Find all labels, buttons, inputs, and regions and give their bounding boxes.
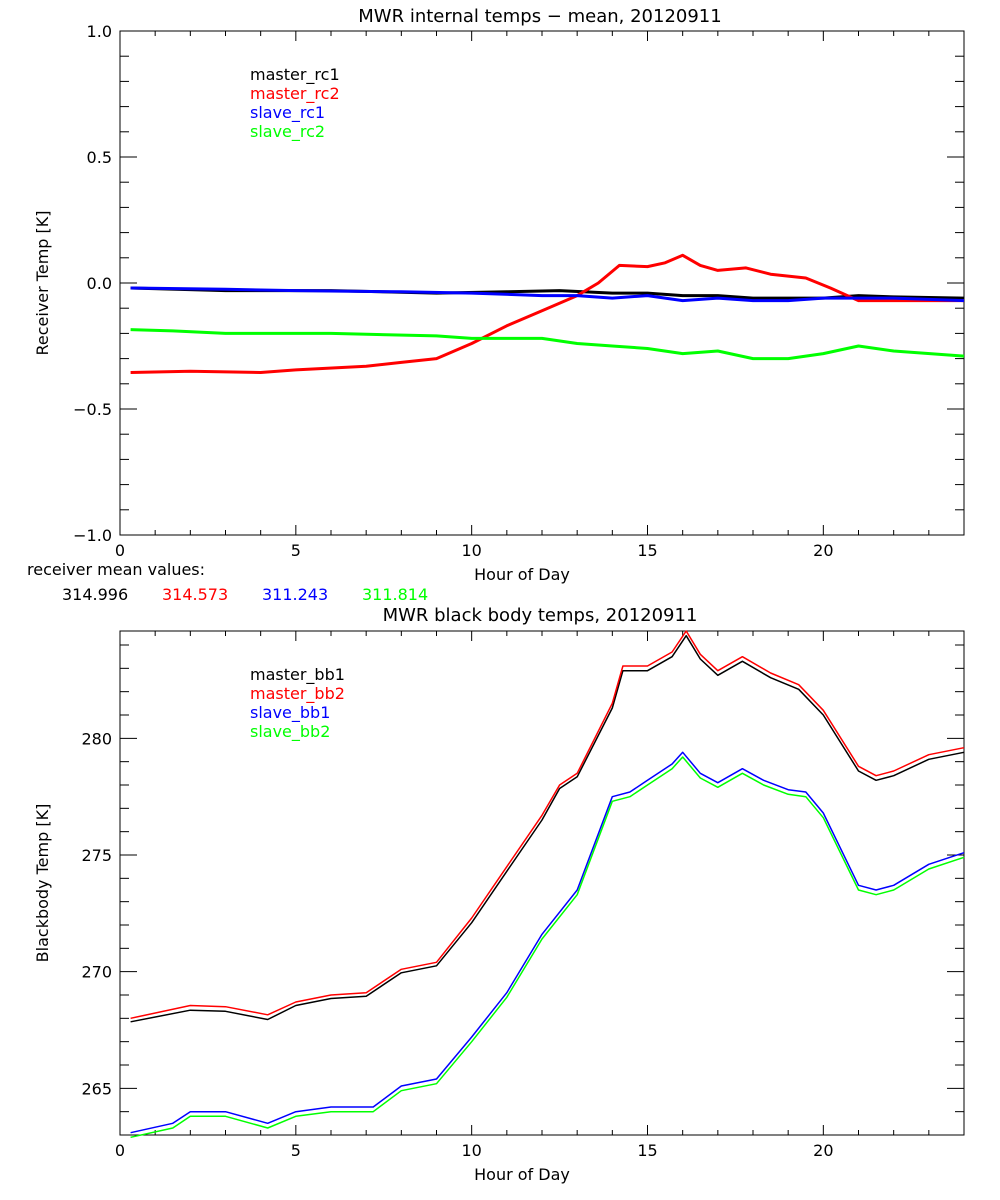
plot2-series-line-master_bb2 (130, 630, 965, 1020)
plot2-series-line-slave_bb1 (130, 751, 965, 1134)
plot2-y-tick-label: 270 (81, 963, 112, 982)
plot2-series-line-master_bb1 (130, 634, 965, 1023)
receiver-mean-value: 311.814 (362, 585, 428, 604)
plot1-y-tick-label: −0.5 (73, 400, 112, 419)
plot1-axes-frame (119, 30, 965, 536)
plot1-y-tick-label: −1.0 (73, 526, 112, 545)
plot2-y-axis-label: Blackbody Temp [K] (33, 804, 52, 963)
plot2-legend-entry-slave_bb1: slave_bb1 (250, 703, 330, 723)
plot2-x-tick-label: 20 (813, 1141, 833, 1160)
plot1-x-tick-label: 15 (637, 541, 657, 560)
plot2-legend-entry-master_bb2: master_bb2 (250, 684, 345, 704)
plot2-series-line-slave_bb2 (130, 756, 965, 1139)
plot2-x-tick-label: 15 (637, 1141, 657, 1160)
receiver-mean-value: 314.996 (62, 585, 128, 604)
plot2-x-tick-label: 5 (291, 1141, 301, 1160)
plot2-y-tick-label: 275 (81, 846, 112, 865)
plot1-y-tick-label: 0.5 (87, 148, 112, 167)
plot2-axes-frame (119, 630, 965, 1136)
plot2-x-axis-label: Hour of Day (474, 1165, 570, 1184)
plot1-series-line-slave_rc1 (130, 286, 965, 303)
plot1-legend-entry-master_rc2: master_rc2 (250, 84, 340, 104)
plot1-legend-entry-master_rc1: master_rc1 (250, 65, 340, 85)
plot2-legend-entry-master_bb1: master_bb1 (250, 665, 345, 685)
receiver-mean-label: receiver mean values: (27, 560, 205, 579)
plot2-x-tick-label: 0 (115, 1141, 125, 1160)
plot1-x-tick-label: 10 (461, 541, 481, 560)
plot1-legend-entry-slave_rc1: slave_rc1 (250, 103, 325, 123)
plot1-legend-entry-slave_rc2: slave_rc2 (250, 122, 325, 142)
plot1-y-axis-label: Receiver Temp [K] (33, 210, 52, 355)
plot1-x-axis-label: Hour of Day (474, 565, 570, 584)
plot1-title: MWR internal temps − mean, 20120911 (358, 6, 721, 27)
plot2-title: MWR black body temps, 20120911 (383, 605, 698, 626)
plot1-x-tick-label: 20 (813, 541, 833, 560)
plot1-series-line-master_rc2 (130, 253, 964, 374)
receiver-mean-value: 314.573 (162, 585, 228, 604)
plot2-y-tick-label: 265 (81, 1079, 112, 1098)
plot2-x-tick-label: 10 (461, 1141, 481, 1160)
plot1-series-line-slave_rc2 (130, 328, 965, 361)
receiver-mean-value: 311.243 (262, 585, 328, 604)
plot1-y-tick-label: 0.0 (87, 274, 112, 293)
plot1-x-tick-label: 0 (115, 541, 125, 560)
plot1-y-tick-label: 1.0 (87, 22, 112, 41)
plot2-y-tick-label: 280 (81, 729, 112, 748)
plot1-x-tick-label: 5 (291, 541, 301, 560)
plot2-legend-entry-slave_bb2: slave_bb2 (250, 722, 330, 742)
